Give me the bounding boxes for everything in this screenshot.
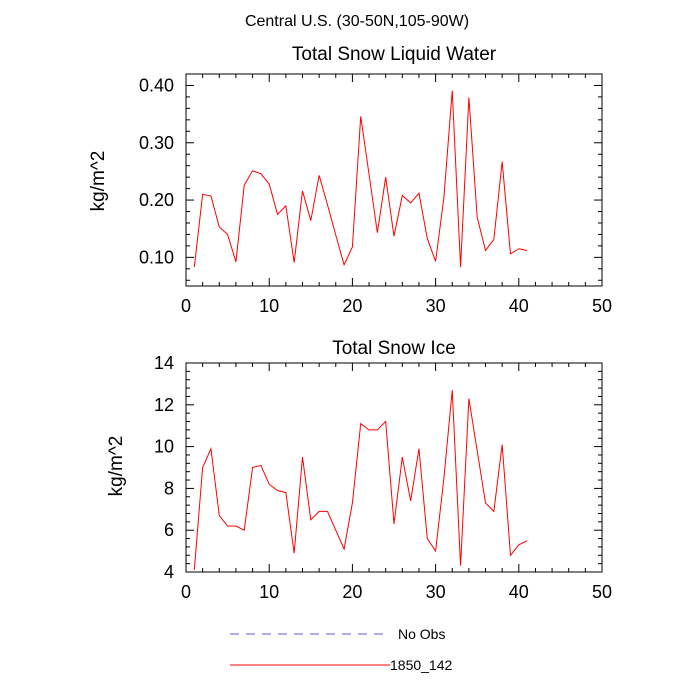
y-tick-label: 0.40 [139, 75, 174, 95]
x-tick-label: 20 [342, 582, 362, 602]
x-tick-label: 0 [181, 296, 191, 316]
panel-title-total-snow-ice: Total Snow Ice [332, 338, 456, 359]
y-axis-title-liquid-water: kg/m^2 [88, 151, 109, 212]
x-tick-label: 0 [181, 582, 191, 602]
x-tick-label: 10 [259, 582, 279, 602]
legend-label-no-obs: No Obs [398, 626, 445, 642]
panel-total-snow-liquid-water: Total Snow Liquid Water kg/m^2 0 10 20 30 40… [88, 44, 612, 316]
y-tick-label: 0.20 [139, 190, 174, 210]
panel-total-snow-ice: Total Snow Ice kg/m^2 0 10 20 30 40 50 4 6 8 10 12… [106, 338, 612, 602]
y-tick-label: 4 [164, 562, 174, 582]
y-tick-label: 8 [164, 478, 174, 498]
y-tick-label: 0.10 [139, 247, 174, 267]
series-group-snow-ice [193, 390, 528, 570]
plot-frame-snow-ice [185, 362, 603, 573]
series-line-1850-142 [193, 90, 528, 268]
y-tick-label: 6 [164, 520, 174, 540]
y-axis-title-snow-ice: kg/m^2 [106, 436, 127, 497]
panel-title-total-snow-liquid-water: Total Snow Liquid Water [292, 44, 497, 65]
y-tick-label: 0.30 [139, 133, 174, 153]
legend: No Obs 1850_142 [230, 626, 453, 673]
x-tick-label: 40 [509, 296, 529, 316]
plot-frame-liquid-water [185, 73, 603, 287]
series-group-liquid-water [193, 90, 528, 268]
tick-group-snow-ice: 0 10 20 30 40 50 4 6 8 10 12 14 [154, 353, 612, 602]
y-tick-label: 12 [154, 395, 174, 415]
x-tick-label: 30 [426, 582, 446, 602]
tick-group-liquid-water: 0 10 20 30 40 50 0.10 0.20 0.30 0.40 [139, 73, 612, 316]
x-tick-label: 30 [426, 296, 446, 316]
x-tick-label: 50 [592, 296, 612, 316]
series-line-1850-142 [193, 390, 528, 570]
x-tick-label: 50 [592, 582, 612, 602]
x-tick-label: 20 [342, 296, 362, 316]
y-tick-label: 14 [154, 353, 174, 373]
x-tick-label: 40 [509, 582, 529, 602]
x-tick-label: 10 [259, 296, 279, 316]
y-tick-label: 10 [154, 437, 174, 457]
figure-suptitle: Central U.S. (30-50N,105-90W) [245, 13, 469, 30]
legend-label-1850-142: 1850_142 [390, 657, 453, 673]
